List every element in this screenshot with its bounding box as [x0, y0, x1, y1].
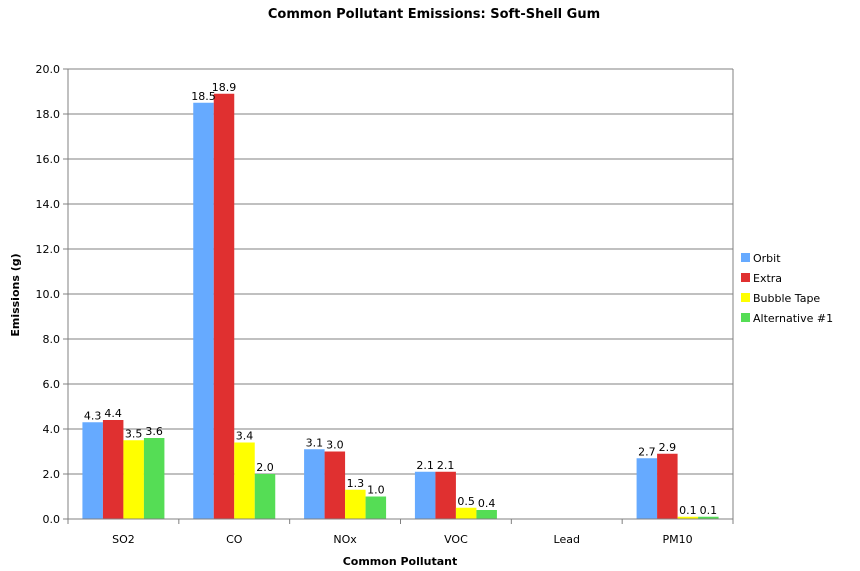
bar: [213, 93, 235, 519]
y-tick-label: 12.0: [36, 243, 61, 256]
bar: [123, 440, 144, 519]
bar: [636, 458, 658, 519]
data-label: 2.1: [416, 459, 434, 472]
legend-swatch: [741, 293, 750, 302]
data-label: 3.5: [125, 427, 143, 440]
bar: [476, 510, 497, 519]
legend: Orbit Extra Bubble Tape Alternative #1: [741, 252, 833, 325]
bar: [82, 422, 103, 519]
legend-label: Extra: [753, 272, 782, 285]
y-tick-label: 14.0: [36, 198, 61, 211]
y-tick-label: 10.0: [36, 288, 61, 301]
data-label: 3.0: [326, 439, 344, 452]
bar: [324, 451, 346, 519]
data-label: 0.4: [478, 497, 496, 510]
bar: [304, 449, 325, 519]
data-label: 2.1: [437, 459, 455, 472]
data-label: 2.0: [256, 461, 274, 474]
bar: [414, 471, 436, 519]
data-label: 0.1: [679, 504, 697, 517]
bar: [677, 516, 699, 519]
y-tick-label: 4.0: [43, 423, 61, 436]
y-tick-label: 2.0: [43, 468, 61, 481]
x-tick-label: VOC: [444, 533, 468, 546]
x-tick-label: CO: [226, 533, 243, 546]
legend-label: Alternative #1: [753, 312, 833, 325]
data-labels: 4.3 4.43.5 3.6 18.518.9 3.4 2.0 3.1 3.0 1.31.0 2.…: [84, 81, 717, 517]
data-label: 18.5: [191, 90, 216, 103]
data-label: 3.6: [145, 425, 163, 438]
x-axis-title: Common Pollutant: [343, 555, 458, 568]
bar: [102, 420, 124, 519]
data-label: 4.4: [104, 407, 122, 420]
legend-label: Orbit: [753, 252, 781, 265]
legend-swatch: [741, 253, 750, 262]
bars: [82, 93, 719, 519]
bar: [234, 442, 255, 519]
data-label: 18.9: [212, 81, 237, 94]
data-label: 0.5: [457, 495, 475, 508]
bar: [345, 489, 366, 519]
x-tick-label: SO2: [112, 533, 135, 546]
legend-label: Bubble Tape: [753, 292, 820, 305]
data-label: 4.3: [84, 409, 102, 422]
bar: [435, 471, 456, 519]
gridlines: [68, 68, 733, 475]
y-axis-title: Emissions (g): [9, 253, 22, 336]
data-label: 3.4: [236, 430, 254, 443]
data-label: 2.7: [638, 445, 656, 458]
bar: [455, 507, 477, 519]
x-tick-label: Lead: [554, 533, 580, 546]
bar: [254, 474, 276, 519]
data-label: 0.1: [700, 504, 718, 517]
x-tick-label: PM10: [663, 533, 693, 546]
bar: [143, 438, 165, 519]
bar: [698, 516, 719, 519]
y-tick-label: 0.0: [43, 513, 61, 526]
y-tick-label: 18.0: [36, 108, 61, 121]
data-label: 2.9: [659, 441, 677, 454]
legend-swatch: [741, 313, 750, 322]
y-tick-label: 8.0: [43, 333, 61, 346]
data-label: 1.0: [367, 484, 385, 497]
bar: [365, 496, 387, 519]
data-label: 3.1: [306, 436, 324, 449]
bar: [657, 453, 678, 519]
axes: 0.0 2.0 4.0 6.0 8.0 10.0 12.0 14.0 16.0 18.0 20.0 S…: [36, 63, 734, 546]
bar: [193, 102, 214, 519]
data-label: 1.3: [347, 477, 365, 490]
y-tick-label: 16.0: [36, 153, 61, 166]
x-tick-label: NOx: [333, 533, 357, 546]
y-tick-label: 20.0: [36, 63, 61, 76]
legend-swatch: [741, 273, 750, 282]
y-tick-label: 6.0: [43, 378, 61, 391]
chart-title: Common Pollutant Emissions: Soft-Shell G…: [268, 7, 600, 22]
